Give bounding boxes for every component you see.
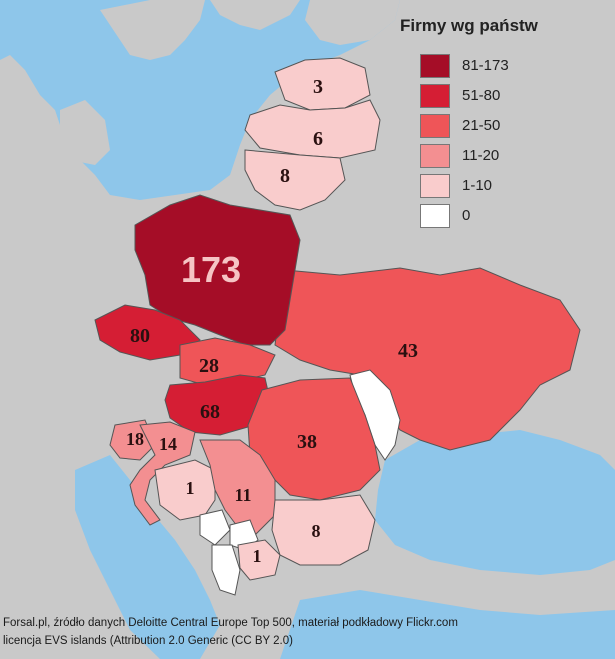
credit-line-1: Forsal.pl, źródło danych Deloitte Centra… xyxy=(3,617,458,629)
credit-line-2: licencja EVS islands (Attribution 2.0 Ge… xyxy=(3,635,293,647)
region-estonia xyxy=(274,57,371,111)
legend-label: 11-20 xyxy=(462,147,500,164)
denmark-land xyxy=(60,100,110,165)
label-estonia: 3 xyxy=(313,76,323,98)
region-labels: 3 6 8 173 80 28 68 43 38 18 14 1 11 8 1 xyxy=(126,76,418,566)
label-slovenia: 18 xyxy=(126,429,144,449)
legend-swatch xyxy=(420,174,450,198)
region-slovakia xyxy=(179,337,276,386)
legend-label: 1-10 xyxy=(462,177,493,194)
region-ukraine xyxy=(274,267,581,451)
source-credit: Forsal.pl, źródło danych Deloitte Centra… xyxy=(3,614,613,650)
region-croatia xyxy=(129,421,196,526)
region-macedonia xyxy=(237,539,281,581)
region-albania xyxy=(211,544,241,596)
legend-item: 21-50 xyxy=(420,114,600,142)
label-slovakia: 28 xyxy=(199,355,219,377)
label-latvia: 6 xyxy=(313,128,323,150)
label-bosnia: 1 xyxy=(186,478,195,498)
label-macedonia: 1 xyxy=(253,546,262,566)
region-latvia xyxy=(244,99,381,159)
label-bulgaria: 8 xyxy=(312,521,321,541)
region-montenegro xyxy=(199,509,231,546)
legend-swatch xyxy=(420,84,450,108)
legend-item: 0 xyxy=(420,204,600,232)
legend-label: 81-173 xyxy=(462,57,509,74)
label-czechia: 80 xyxy=(130,325,150,347)
legend-item: 51-80 xyxy=(420,84,600,112)
region-lithuania xyxy=(244,149,346,211)
label-ukraine: 43 xyxy=(398,340,418,362)
legend-item: 1-10 xyxy=(420,174,600,202)
legend-label: 51-80 xyxy=(462,87,501,104)
legend-item: 11-20 xyxy=(420,144,600,172)
scandinavia-land xyxy=(100,0,300,60)
region-bosnia xyxy=(154,459,216,521)
legend-label: 0 xyxy=(462,207,471,224)
aegean-sea xyxy=(280,590,615,659)
countries xyxy=(94,57,581,596)
legend-swatch xyxy=(420,114,450,138)
legend-title: Firmy wg państw xyxy=(400,16,538,35)
legend-swatch xyxy=(420,204,450,228)
legend-swatch xyxy=(420,54,450,78)
finland-land xyxy=(305,0,400,45)
label-serbia: 11 xyxy=(234,485,251,505)
adriatic-sea xyxy=(75,455,220,659)
legend-item: 81-173 xyxy=(420,54,600,82)
legend-label: 21-50 xyxy=(462,117,501,134)
label-croatia: 14 xyxy=(159,434,177,454)
region-bulgaria xyxy=(271,494,376,566)
label-lithuania: 8 xyxy=(280,165,290,187)
label-poland: 173 xyxy=(181,249,241,290)
legend-swatch xyxy=(420,144,450,168)
label-romania: 38 xyxy=(297,431,317,453)
black-sea xyxy=(375,430,615,575)
region-poland xyxy=(134,194,301,346)
label-hungary: 68 xyxy=(200,401,220,423)
